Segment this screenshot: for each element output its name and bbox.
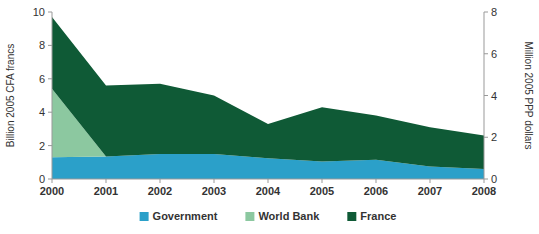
legend-swatch bbox=[347, 212, 356, 221]
legend-swatch bbox=[245, 212, 254, 221]
x-tick bbox=[106, 179, 107, 183]
y-axis bbox=[52, 12, 53, 179]
y-tick-label: 0 bbox=[39, 173, 45, 185]
y-tick-label: 8 bbox=[39, 39, 45, 51]
y2-tick bbox=[484, 137, 488, 138]
areas bbox=[52, 17, 484, 179]
y2-tick-label: 8 bbox=[491, 6, 497, 18]
y-tick bbox=[48, 78, 52, 79]
y-tick bbox=[48, 45, 52, 46]
legend: Government World Bank France bbox=[140, 210, 397, 222]
y2-axis-label: Million 2005 PPP dollars bbox=[523, 41, 534, 149]
chart: 0 2 4 6 8 10 0 2 4 6 8 2000 2001 2002 2003 2004 2005 2006… bbox=[0, 0, 539, 234]
y2-tick-label: 6 bbox=[491, 48, 497, 60]
legend-label: Government bbox=[153, 210, 218, 222]
y-tick-label: 6 bbox=[39, 73, 45, 85]
y2-tick-label: 4 bbox=[491, 90, 497, 102]
x-tick-label: 2008 bbox=[472, 185, 496, 197]
x-tick bbox=[214, 179, 215, 183]
y-tick bbox=[48, 12, 52, 13]
x-tick-label: 2006 bbox=[364, 185, 388, 197]
x-tick bbox=[160, 179, 161, 183]
y-tick-label: 10 bbox=[33, 6, 45, 18]
y-tick bbox=[48, 145, 52, 146]
y-tick-label: 2 bbox=[39, 140, 45, 152]
legend-label: France bbox=[360, 210, 396, 222]
y2-tick-label: 0 bbox=[491, 173, 497, 185]
y-tick bbox=[48, 179, 52, 180]
y2-tick bbox=[484, 12, 488, 13]
x-tick-label: 2007 bbox=[418, 185, 442, 197]
x-tick-label: 2002 bbox=[148, 185, 172, 197]
x-tick bbox=[484, 179, 485, 183]
x-tick-label: 2000 bbox=[40, 185, 64, 197]
x-tick bbox=[430, 179, 431, 183]
y-tick bbox=[48, 112, 52, 113]
y-axis-label: Billion 2005 CFA francs bbox=[5, 44, 16, 147]
x-tick bbox=[322, 179, 323, 183]
x-tick-label: 2004 bbox=[256, 185, 281, 197]
x-tick bbox=[52, 179, 53, 183]
y2-tick-label: 2 bbox=[491, 131, 497, 143]
x-tick-label: 2003 bbox=[202, 185, 226, 197]
x-tick-label: 2005 bbox=[310, 185, 334, 197]
x-tick bbox=[268, 179, 269, 183]
x-tick bbox=[376, 179, 377, 183]
y2-tick bbox=[484, 53, 488, 54]
x-tick-label: 2001 bbox=[94, 185, 118, 197]
y2-tick bbox=[484, 95, 488, 96]
area bbox=[52, 17, 484, 169]
y2-tick bbox=[484, 179, 488, 180]
y-tick-label: 4 bbox=[39, 106, 45, 118]
legend-swatch bbox=[140, 212, 149, 221]
legend-label: World Bank bbox=[258, 210, 320, 222]
